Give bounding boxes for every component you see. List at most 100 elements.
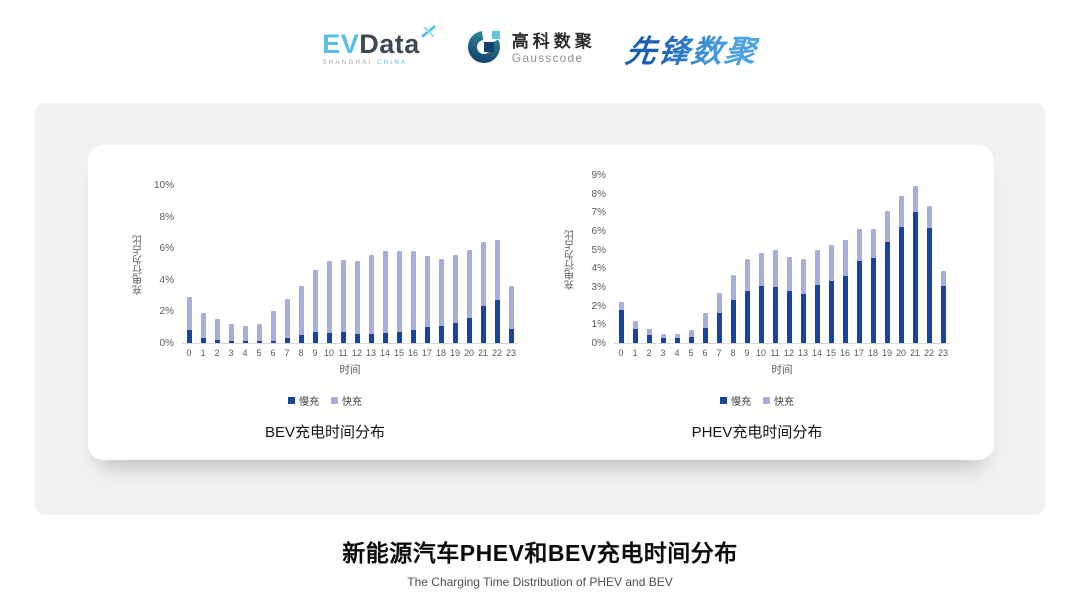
bar-hour-10: [322, 260, 336, 343]
bar-hour-1: [196, 313, 210, 343]
x-tick-21: 21: [909, 348, 920, 358]
y-tick-2: 2%: [591, 300, 606, 312]
bev-chart: 充电行为占比 0% 2% 4% 6% 8% 10% 0 1 2 3 4 5 6 7 8 9 10 11 12 13 1…: [132, 181, 518, 442]
fast-charge-seg-h11: [772, 249, 778, 287]
x-tick-1: 1: [632, 348, 638, 358]
bar-hour-16: [406, 250, 420, 343]
x-tick-9: 9: [744, 348, 750, 358]
bar-hour-7: [712, 292, 726, 343]
y-tick-6: 6%: [591, 226, 606, 237]
slow-charge-seg-h21: [912, 212, 918, 343]
x-tick-8: 8: [298, 348, 304, 358]
gausscode-logo: 高科数聚 Gausscode: [467, 28, 596, 69]
slow-charge-swatch-icon: [720, 397, 727, 404]
x-tick-15: 15: [825, 348, 836, 358]
x-tick-6: 6: [270, 348, 276, 358]
bar-hour-16: [838, 240, 852, 343]
fast-charge-seg-h15: [828, 245, 834, 282]
bar-hour-4: [670, 333, 684, 343]
fast-charge-seg-h2: [214, 319, 220, 340]
fast-charge-seg-h6: [702, 313, 708, 329]
fast-charge-seg-h19: [884, 210, 890, 243]
slow-charge-seg-h6: [270, 340, 276, 343]
fast-charge-seg-h1: [200, 313, 206, 338]
x-tick-4: 4: [674, 348, 680, 358]
bar-hour-23: [936, 271, 950, 343]
y-tick-9: 9%: [591, 170, 606, 181]
gausscode-mark-icon: [467, 28, 503, 69]
slow-charge-seg-h22: [494, 300, 500, 343]
fast-charge-seg-h8: [730, 274, 736, 301]
fast-charge-seg-h18: [438, 259, 444, 326]
fast-charge-seg-h9: [312, 269, 318, 332]
x-tick-1: 1: [200, 348, 206, 358]
bar-hour-0: [614, 301, 628, 343]
slow-charge-seg-h13: [368, 333, 374, 343]
slow-charge-seg-h4: [674, 338, 680, 343]
y-tick-7: 7%: [591, 207, 606, 219]
x-tick-14: 14: [811, 348, 822, 358]
slow-charge-seg-h2: [646, 334, 652, 343]
y-tick-4: 4%: [159, 274, 174, 286]
bar-hour-18: [866, 229, 880, 343]
y-tick-10: 10%: [153, 180, 174, 191]
slow-charge-seg-h16: [842, 275, 848, 343]
bar-hour-15: [392, 251, 406, 343]
bar-hour-5: [252, 324, 266, 343]
x-tick-13: 13: [797, 348, 808, 358]
bar-hour-2: [642, 329, 656, 343]
bar-hour-22: [490, 239, 504, 343]
bar-hour-20: [894, 195, 908, 343]
fast-charge-seg-h16: [410, 250, 416, 331]
x-tick-6: 6: [702, 348, 708, 358]
fast-charge-seg-h16: [842, 240, 848, 276]
fast-charge-seg-h10: [758, 253, 764, 287]
evdata-ev-text: EV: [322, 29, 360, 59]
fast-charge-seg-h22: [926, 205, 932, 229]
x-tick-0: 0: [618, 348, 624, 358]
x-tick-22: 22: [491, 348, 502, 358]
legend-item-fast: 快充: [331, 393, 362, 408]
x-tick-22: 22: [923, 348, 934, 358]
legend-item-slow: 慢充: [720, 393, 751, 408]
slow-charge-seg-h18: [438, 325, 444, 343]
bar-hour-8: [294, 286, 308, 343]
slow-charge-seg-h23: [940, 286, 946, 343]
fast-charge-seg-h14: [382, 251, 388, 333]
slow-charge-seg-h23: [508, 328, 514, 343]
x-tick-11: 11: [770, 348, 780, 358]
x-tick-12: 12: [351, 348, 362, 358]
slow-charge-seg-h1: [632, 329, 638, 343]
slow-charge-seg-h14: [814, 285, 820, 343]
y-tick-2: 2%: [159, 306, 174, 318]
bar-hour-17: [852, 229, 866, 343]
slow-charge-seg-h22: [926, 228, 932, 343]
gausscode-cn: 高科数聚: [511, 32, 596, 52]
slow-charge-seg-h17: [856, 260, 862, 343]
fast-charge-seg-h17: [424, 256, 430, 328]
bar-hour-12: [350, 260, 364, 343]
phev-legend: 慢充 快充: [720, 393, 794, 408]
pioneer-data-logo: 先锋数聚: [623, 26, 761, 71]
phev-chart-title: PHEV充电时间分布: [691, 424, 823, 441]
subtitle: The Charging Time Distribution of PHEV a…: [407, 575, 673, 589]
slow-charge-seg-h3: [660, 338, 666, 343]
x-tick-2: 2: [646, 348, 652, 358]
bar-hour-19: [448, 254, 462, 343]
fast-charge-swatch-icon: [331, 397, 338, 404]
phev-plot-area: [614, 176, 950, 344]
slow-charge-seg-h9: [744, 290, 750, 343]
y-tick-6: 6%: [159, 243, 174, 255]
slow-charge-seg-h18: [870, 258, 876, 343]
fast-charge-seg-h9: [744, 259, 750, 291]
x-tick-17: 17: [853, 348, 864, 358]
bar-hour-22: [922, 205, 936, 343]
bar-hour-3: [224, 324, 238, 343]
slow-charge-seg-h12: [354, 333, 360, 343]
bar-hour-13: [796, 259, 810, 343]
slow-charge-seg-h0: [186, 330, 192, 343]
y-tick-5: 5%: [591, 244, 606, 256]
slow-charge-seg-h2: [214, 339, 220, 343]
fast-charge-seg-h6: [270, 311, 276, 341]
bar-hour-9: [308, 269, 322, 343]
